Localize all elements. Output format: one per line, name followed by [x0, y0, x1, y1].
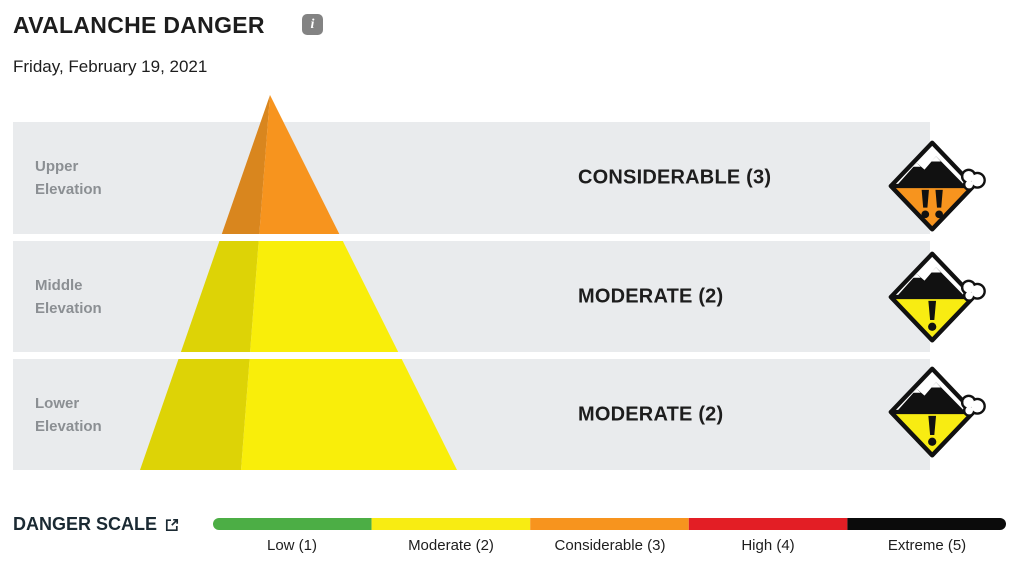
moderate-danger-icon	[888, 366, 986, 458]
exclamation-icon	[928, 300, 937, 331]
elevation-band-upper: Upper Elevation CONSIDERABLE (3)	[13, 122, 930, 234]
scale-segment-moderate	[371, 518, 531, 530]
scale-label-extreme: Extreme (5)	[887, 537, 967, 554]
mountain-icon	[897, 267, 964, 296]
scale-label-moderate: Moderate (2)	[408, 537, 494, 554]
scale-label-considerable: Considerable (3)	[554, 537, 666, 554]
elevation-band-middle: Middle Elevation MODERATE (2)	[13, 241, 930, 352]
cloud-icon	[960, 279, 986, 302]
scale-label-low: Low (1)	[266, 537, 318, 554]
scale-label-high: High (4)	[741, 537, 795, 554]
danger-scale-link[interactable]: DANGER SCALE	[13, 514, 180, 535]
mountain-icon	[897, 382, 964, 411]
moderate-danger-icon	[888, 251, 986, 343]
elevation-label: Lower Elevation	[35, 394, 102, 435]
danger-rating-upper: CONSIDERABLE (3)	[578, 166, 772, 189]
scale-segment-extreme	[847, 518, 1006, 530]
external-link-icon	[165, 518, 179, 531]
elevation-label: Middle Elevation	[35, 276, 102, 317]
danger-rating-middle: MODERATE (2)	[578, 285, 724, 307]
info-icon[interactable]: i	[302, 14, 323, 35]
mountain-icon	[897, 156, 964, 185]
scale-segment-low	[213, 518, 372, 530]
elevation-band-lower: Lower Elevation MODERATE (2)	[13, 359, 930, 470]
danger-rating-lower: MODERATE (2)	[578, 403, 724, 425]
scale-segment-considerable	[530, 518, 689, 530]
danger-scale-bar	[213, 518, 1006, 530]
exclamation-icon	[928, 415, 937, 446]
cloud-icon	[960, 168, 986, 191]
considerable-danger-icon	[888, 140, 986, 232]
scale-segment-high	[688, 518, 848, 530]
double-exclamation-icon	[921, 189, 943, 219]
elevation-label: Upper Elevation	[35, 158, 102, 198]
icon-danger-color-half	[888, 183, 976, 232]
page-title: AVALANCHE DANGER	[13, 12, 265, 38]
forecast-date: Friday, February 19, 2021	[13, 57, 208, 76]
cloud-icon	[960, 394, 986, 417]
